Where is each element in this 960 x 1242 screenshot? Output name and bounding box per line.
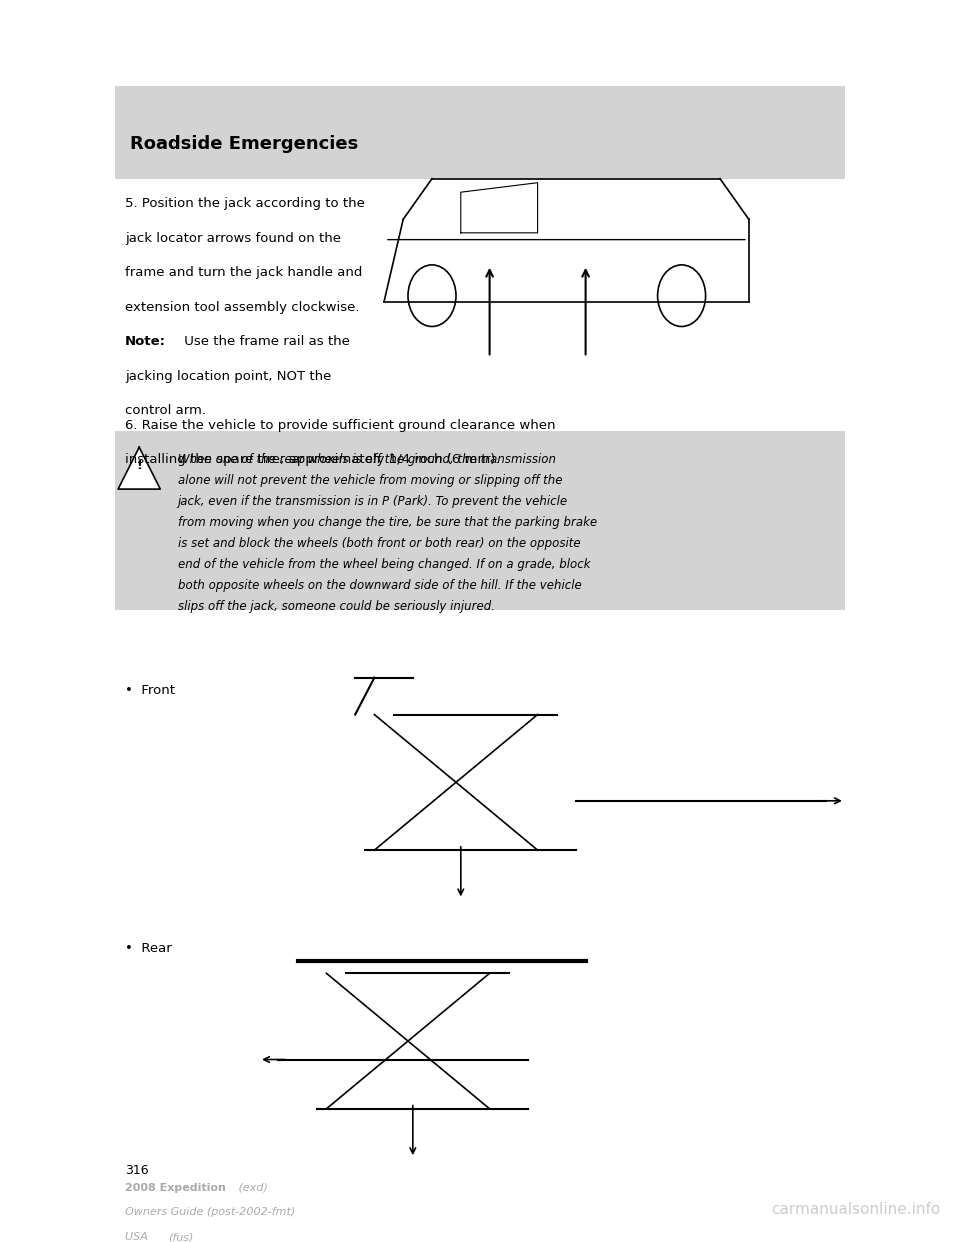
Text: (exd): (exd) [235,1182,268,1192]
Text: slips off the jack, someone could be seriously injured.: slips off the jack, someone could be ser… [178,600,494,614]
Text: installing the spare tire; approximately 1/4 inch (6 mm).: installing the spare tire; approximately… [125,453,499,467]
Text: 6. Raise the vehicle to provide sufficient ground clearance when: 6. Raise the vehicle to provide sufficie… [125,419,555,432]
Text: jacking location point, NOT the: jacking location point, NOT the [125,370,331,383]
Text: jack locator arrows found on the: jack locator arrows found on the [125,231,341,245]
Text: carmanualsonline.info: carmanualsonline.info [772,1202,941,1217]
FancyBboxPatch shape [115,86,845,179]
Text: •  Rear: • Rear [125,943,172,955]
Text: Owners Guide (post-2002-fmt): Owners Guide (post-2002-fmt) [125,1207,295,1217]
Text: When one of the rear wheels is off the ground, the transmission: When one of the rear wheels is off the g… [178,453,556,467]
Polygon shape [118,447,160,489]
Text: •  Front: • Front [125,684,175,697]
Text: extension tool assembly clockwise.: extension tool assembly clockwise. [125,301,359,314]
Text: Note:: Note: [125,335,166,348]
Text: Roadside Emergencies: Roadside Emergencies [130,134,358,153]
Text: (fus): (fus) [168,1232,193,1242]
Text: 2008 Expedition: 2008 Expedition [125,1182,226,1192]
Text: Use the frame rail as the: Use the frame rail as the [180,335,350,348]
FancyBboxPatch shape [115,431,845,610]
Text: control arm.: control arm. [125,404,205,417]
Text: both opposite wheels on the downward side of the hill. If the vehicle: both opposite wheels on the downward sid… [178,579,582,592]
Text: jack, even if the transmission is in P (Park). To prevent the vehicle: jack, even if the transmission is in P (… [178,496,567,508]
Text: !: ! [136,460,142,472]
Text: frame and turn the jack handle and: frame and turn the jack handle and [125,266,362,279]
Text: is set and block the wheels (both front or both rear) on the opposite: is set and block the wheels (both front … [178,537,580,550]
Text: USA: USA [125,1232,151,1242]
Text: end of the vehicle from the wheel being changed. If on a grade, block: end of the vehicle from the wheel being … [178,558,590,571]
Text: alone will not prevent the vehicle from moving or slipping off the: alone will not prevent the vehicle from … [178,474,563,487]
Text: 316: 316 [125,1164,149,1177]
Text: 5. Position the jack according to the: 5. Position the jack according to the [125,197,365,210]
Text: from moving when you change the tire, be sure that the parking brake: from moving when you change the tire, be… [178,517,597,529]
